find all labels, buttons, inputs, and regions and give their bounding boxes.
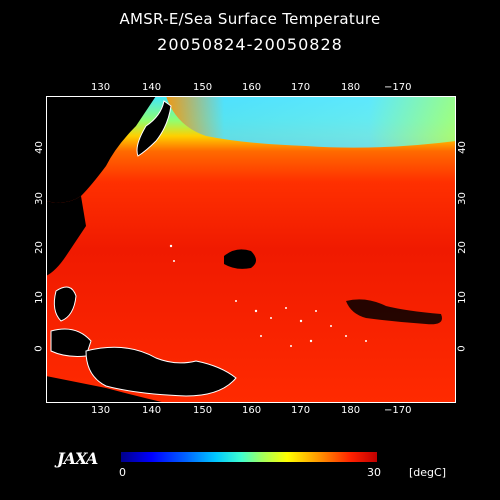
jaxa-logo: JAXA: [57, 449, 98, 468]
lat-tick-left: 0: [33, 345, 45, 352]
lat-tick-right: 30: [456, 192, 468, 205]
colorbar: [121, 452, 377, 462]
lat-tick-left: 40: [33, 141, 45, 154]
lon-tick-top: 160: [242, 82, 262, 93]
new-guinea: [85, 346, 237, 397]
lon-tick-bottom: 180: [341, 405, 361, 416]
lon-tick-bottom: −170: [384, 405, 412, 416]
map-title: AMSR-E/Sea Surface Temperature: [119, 10, 381, 28]
lon-tick-top: −170: [384, 82, 412, 93]
missing-data-patch: [224, 249, 256, 269]
lon-tick-bottom: 160: [242, 405, 262, 416]
pacific-islands: [169, 244, 367, 347]
lat-tick-right: 20: [456, 241, 468, 254]
japan-islands: [136, 100, 172, 157]
lat-tick-right: 0: [456, 345, 468, 352]
lon-tick-top: 180: [341, 82, 361, 93]
philippines: [53, 286, 77, 322]
lon-tick-top: 140: [142, 82, 162, 93]
cold-water-region: [166, 96, 456, 148]
colorbar-min-label: 0: [119, 466, 126, 479]
asia-landmass: [46, 96, 156, 203]
lon-tick-bottom: 150: [193, 405, 213, 416]
lat-tick-left: 10: [33, 291, 45, 304]
lon-tick-top: 170: [291, 82, 311, 93]
date-range: 20050824-20050828: [157, 35, 343, 54]
colorbar-unit-label: [degC]: [409, 466, 446, 479]
china-coast: [46, 196, 86, 276]
sst-map: [46, 96, 456, 403]
missing-data-patch: [346, 299, 442, 325]
lat-tick-right: 10: [456, 291, 468, 304]
colorbar-max-label: 30: [367, 466, 381, 479]
lon-tick-bottom: 170: [291, 405, 311, 416]
australia-north: [46, 376, 166, 403]
lat-tick-right: 40: [456, 141, 468, 154]
lon-tick-top: 130: [91, 82, 111, 93]
lat-tick-left: 30: [33, 192, 45, 205]
lon-tick-bottom: 130: [91, 405, 111, 416]
lat-tick-left: 20: [33, 241, 45, 254]
lon-tick-bottom: 140: [142, 405, 162, 416]
lon-tick-top: 150: [193, 82, 213, 93]
